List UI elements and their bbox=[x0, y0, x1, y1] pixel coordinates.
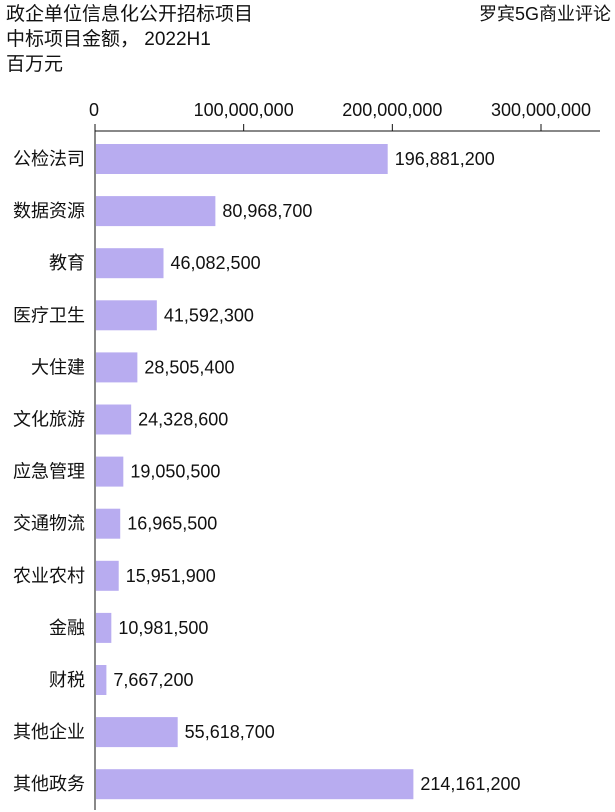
x-tick-label: 200,000,000 bbox=[342, 100, 442, 120]
value-label: 7,667,200 bbox=[113, 670, 193, 690]
category-label: 交通物流 bbox=[13, 514, 85, 534]
x-tick-label: 300,000,000 bbox=[491, 100, 591, 120]
bar bbox=[96, 717, 178, 748]
bar bbox=[96, 560, 119, 591]
bar bbox=[96, 456, 124, 487]
value-label: 41,592,300 bbox=[164, 305, 254, 325]
value-label: 16,965,500 bbox=[127, 514, 217, 534]
category-label: 大住建 bbox=[31, 357, 85, 377]
category-label: 公检法司 bbox=[13, 149, 85, 169]
category-label: 其他企业 bbox=[13, 722, 85, 742]
value-label: 80,968,700 bbox=[222, 201, 312, 221]
category-label: 其他政务 bbox=[13, 774, 85, 794]
x-tick-label: 100,000,000 bbox=[194, 100, 294, 120]
category-label: 应急管理 bbox=[13, 462, 85, 482]
title-line-1: 政企单位信息化公开招标项目 bbox=[6, 4, 254, 25]
category-label: 数据资源 bbox=[13, 201, 85, 221]
value-label: 214,161,200 bbox=[420, 774, 520, 794]
bar bbox=[96, 508, 121, 539]
chart-title: 政企单位信息化公开招标项目 中标项目金额， 2022H1 百万元 bbox=[6, 2, 253, 77]
value-label: 15,951,900 bbox=[126, 566, 216, 586]
category-label: 金融 bbox=[49, 618, 85, 638]
category-label: 教育 bbox=[49, 253, 85, 273]
bar bbox=[96, 300, 157, 331]
value-label: 28,505,400 bbox=[144, 357, 234, 377]
bar bbox=[96, 248, 164, 279]
category-label: 医疗卫生 bbox=[13, 305, 85, 325]
category-label: 文化旅游 bbox=[13, 410, 85, 430]
category-label: 农业农村 bbox=[13, 566, 85, 586]
bar bbox=[96, 665, 107, 695]
bar bbox=[96, 144, 388, 174]
bar bbox=[96, 769, 414, 800]
value-label: 196,881,200 bbox=[395, 149, 495, 169]
bar bbox=[96, 404, 132, 435]
value-label: 46,082,500 bbox=[171, 253, 261, 273]
value-label: 55,618,700 bbox=[185, 722, 275, 742]
source-label: 罗宾5G商业评论 bbox=[478, 4, 611, 24]
title-line-2: 中标项目金额， 2022H1 bbox=[6, 29, 211, 50]
category-label: 财税 bbox=[49, 670, 85, 690]
value-label: 10,981,500 bbox=[118, 618, 208, 638]
bar bbox=[96, 196, 216, 227]
title-line-3-unit: 百万元 bbox=[6, 54, 64, 75]
bar bbox=[96, 352, 138, 383]
value-label: 24,328,600 bbox=[138, 410, 228, 430]
value-label: 19,050,500 bbox=[130, 462, 220, 482]
bar bbox=[96, 612, 112, 643]
x-tick-label: 0 bbox=[89, 100, 99, 120]
